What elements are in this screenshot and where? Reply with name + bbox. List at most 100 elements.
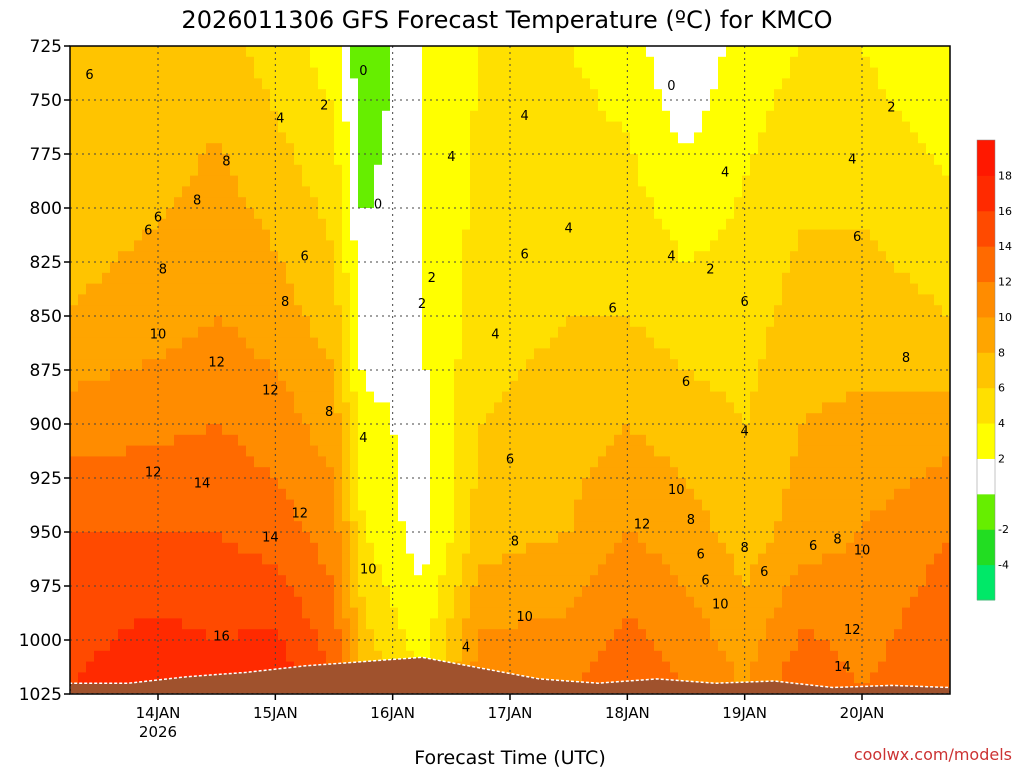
temperature-cell bbox=[574, 391, 583, 403]
temperature-cell bbox=[662, 78, 671, 90]
temperature-cell bbox=[350, 229, 359, 241]
temperature-cell bbox=[222, 272, 231, 285]
temperature-cell bbox=[494, 78, 503, 90]
temperature-cell bbox=[598, 402, 607, 414]
temperature-cell bbox=[518, 402, 527, 414]
temperature-cell bbox=[70, 542, 79, 555]
temperature-cell bbox=[190, 143, 199, 155]
temperature-cell bbox=[182, 229, 191, 241]
temperature-cell bbox=[710, 532, 719, 544]
temperature-cell bbox=[542, 326, 551, 339]
temperature-cell bbox=[134, 316, 143, 328]
temperature-cell bbox=[310, 564, 319, 576]
temperature-cell bbox=[246, 337, 255, 349]
temperature-cell bbox=[614, 305, 623, 317]
temperature-cell bbox=[238, 283, 247, 295]
temperature-cell bbox=[294, 132, 303, 144]
temperature-cell bbox=[702, 208, 711, 220]
temperature-cell bbox=[582, 197, 591, 209]
temperature-cell bbox=[526, 640, 535, 652]
temperature-cell bbox=[126, 359, 135, 371]
temperature-cell bbox=[598, 56, 607, 69]
temperature-cell bbox=[350, 564, 359, 576]
temperature-cell bbox=[550, 553, 559, 565]
temperature-cell bbox=[694, 294, 703, 306]
temperature-cell bbox=[670, 186, 679, 198]
temperature-cell bbox=[358, 564, 367, 576]
temperature-cell bbox=[462, 283, 471, 295]
temperature-cell bbox=[334, 478, 343, 490]
temperature-cell bbox=[254, 510, 263, 522]
temperature-cell bbox=[582, 337, 591, 349]
temperature-cell bbox=[702, 650, 711, 663]
temperature-cell bbox=[470, 100, 479, 112]
temperature-cell bbox=[606, 283, 615, 295]
temperature-cell bbox=[502, 208, 511, 220]
temperature-cell bbox=[486, 391, 495, 403]
temperature-cell bbox=[198, 143, 207, 155]
temperature-cell bbox=[574, 337, 583, 349]
temperature-cell bbox=[694, 391, 703, 403]
temperature-cell bbox=[534, 186, 543, 198]
temperature-cell bbox=[238, 424, 247, 436]
temperature-cell bbox=[526, 175, 535, 187]
temperature-cell bbox=[510, 640, 519, 652]
temperature-cell bbox=[438, 424, 447, 436]
temperature-cell bbox=[190, 240, 199, 252]
temperature-cell bbox=[358, 283, 367, 295]
temperature-cell bbox=[230, 154, 239, 166]
temperature-cell bbox=[558, 154, 567, 166]
temperature-cell bbox=[390, 413, 399, 425]
temperature-cell bbox=[670, 467, 679, 479]
temperature-cell bbox=[134, 467, 143, 479]
temperature-cell bbox=[574, 175, 583, 187]
temperature-cell bbox=[438, 542, 447, 555]
temperature-cell bbox=[718, 229, 727, 241]
temperature-cell bbox=[590, 316, 599, 328]
temperature-cell bbox=[718, 89, 727, 101]
temperature-cell bbox=[78, 218, 87, 231]
temperature-cell bbox=[422, 251, 431, 263]
temperature-cell bbox=[342, 391, 351, 403]
temperature-cell bbox=[638, 110, 647, 123]
temperature-cell bbox=[678, 359, 687, 371]
temperature-cell bbox=[478, 661, 487, 673]
temperature-cell bbox=[438, 499, 447, 511]
temperature-cell bbox=[294, 413, 303, 425]
temperature-cell bbox=[630, 56, 639, 69]
temperature-cell bbox=[542, 575, 551, 587]
temperature-cell bbox=[726, 640, 735, 652]
temperature-cell bbox=[606, 348, 615, 360]
temperature-cell bbox=[606, 359, 615, 371]
temperature-cell bbox=[286, 164, 295, 177]
temperature-cell bbox=[542, 186, 551, 198]
temperature-cell bbox=[638, 521, 647, 533]
temperature-cell bbox=[702, 164, 711, 177]
temperature-cell bbox=[342, 132, 351, 144]
temperature-cell bbox=[454, 218, 463, 231]
temperature-cell bbox=[182, 434, 191, 447]
temperature-cell bbox=[630, 650, 639, 663]
temperature-cell bbox=[126, 391, 135, 403]
temperature-cell bbox=[118, 467, 127, 479]
temperature-cell bbox=[622, 402, 631, 414]
temperature-cell bbox=[94, 413, 103, 425]
temperature-cell bbox=[126, 607, 135, 619]
temperature-cell bbox=[254, 110, 263, 123]
temperature-cell bbox=[526, 650, 535, 663]
temperature-cell bbox=[158, 132, 167, 144]
temperature-cell bbox=[262, 186, 271, 198]
temperature-cell bbox=[398, 56, 407, 69]
temperature-cell bbox=[582, 510, 591, 522]
temperature-cell bbox=[374, 586, 383, 598]
temperature-cell bbox=[734, 46, 743, 58]
temperature-cell bbox=[566, 434, 575, 447]
temperature-cell bbox=[710, 78, 719, 90]
temperature-cell bbox=[502, 78, 511, 90]
temperature-cell bbox=[78, 521, 87, 533]
temperature-cell bbox=[558, 586, 567, 598]
temperature-cell bbox=[414, 262, 423, 274]
temperature-cell bbox=[702, 186, 711, 198]
temperature-cell bbox=[126, 89, 135, 101]
temperature-cell bbox=[646, 391, 655, 403]
